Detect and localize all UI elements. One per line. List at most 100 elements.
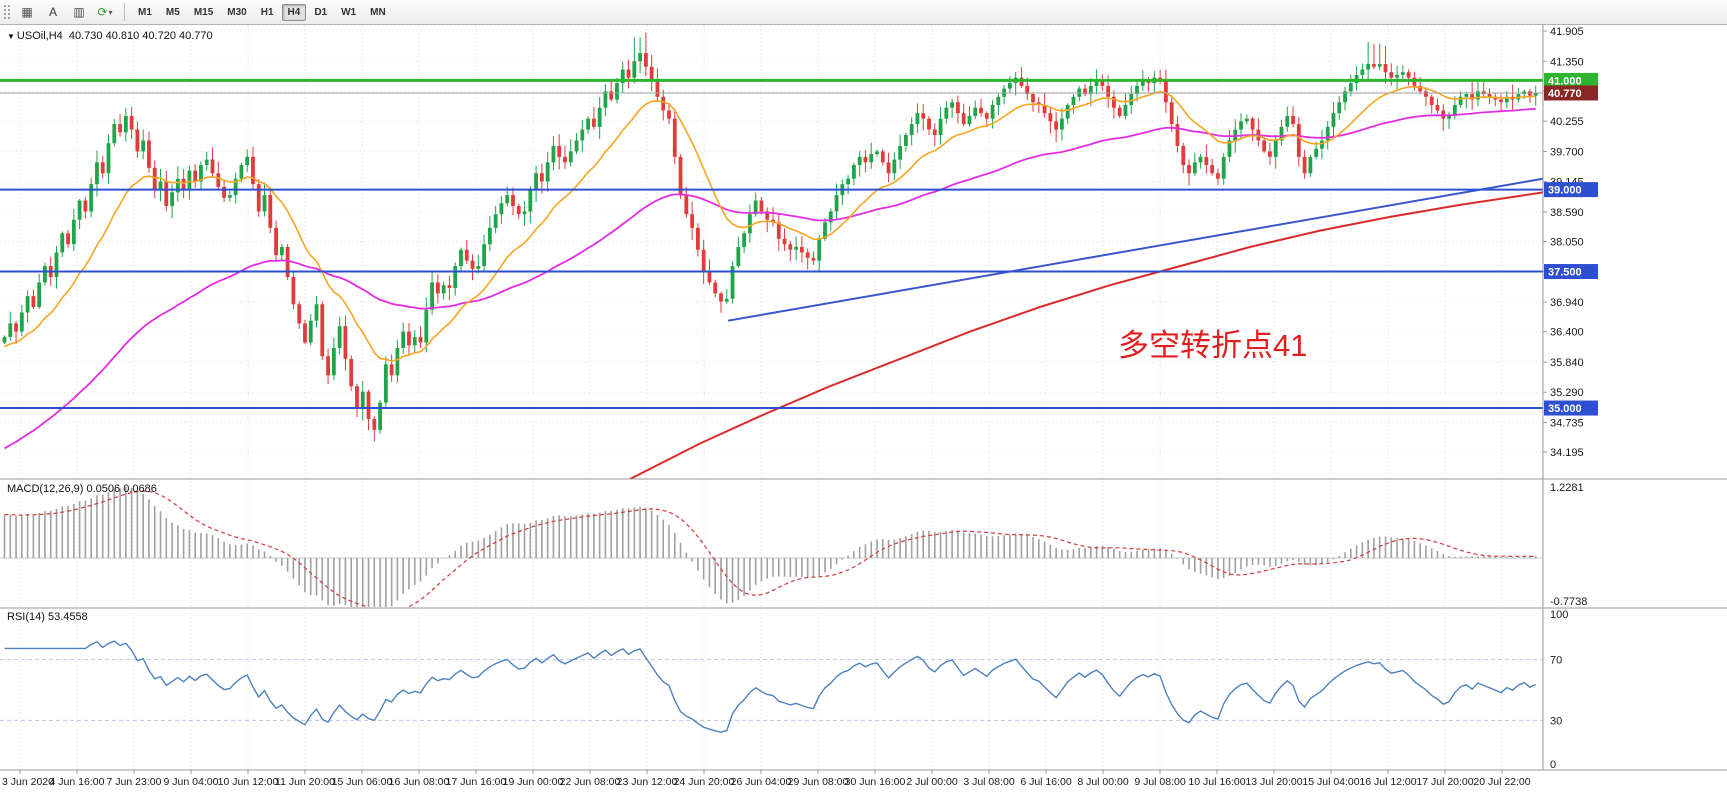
letter-a-icon[interactable]: A [48, 5, 57, 19]
candle-body [776, 222, 781, 239]
timeframe-button-h1[interactable]: H1 [260, 6, 274, 18]
candle-body [239, 165, 244, 179]
candle-body [337, 326, 342, 348]
candle-body [499, 203, 504, 215]
candle-body [389, 364, 394, 376]
candle-body [326, 356, 330, 376]
macd-label: MACD(12,26,9) [7, 483, 84, 495]
toolbar-drag-handle[interactable] [3, 4, 10, 20]
rsi-scale-label: 100 [1550, 609, 1568, 621]
price-badge [1544, 72, 1598, 88]
candle-body [886, 162, 891, 174]
candle-body [233, 178, 238, 196]
grid-icon[interactable]: ▦ [21, 5, 33, 19]
candle-body [655, 80, 660, 97]
candle-body [60, 233, 65, 253]
price-axis-label: 36.940 [1550, 297, 1584, 309]
price-badge-label: 41.000 [1548, 75, 1582, 87]
candle-body [1528, 91, 1532, 96]
candle-body [1406, 72, 1411, 78]
candle-body [227, 195, 232, 198]
candle-body [1279, 126, 1284, 141]
candle-body [927, 118, 931, 130]
refresh-icon[interactable]: ⟳ ▾ [97, 5, 113, 19]
timeframe-button-m5[interactable]: M5 [165, 6, 180, 18]
time-axis-label: 15 Jul 04:00 [1302, 776, 1359, 788]
rsi-line [4, 640, 1536, 733]
candle-body [580, 129, 585, 141]
timeframe-button-m1[interactable]: M1 [138, 6, 152, 18]
candle-body [1169, 102, 1174, 125]
candle-body [799, 246, 804, 253]
candle-body [1123, 104, 1128, 116]
candle-body [1348, 83, 1353, 92]
candle-body [77, 200, 82, 220]
window-icon[interactable]: ▥ [73, 5, 85, 19]
time-axis-area[interactable] [0, 770, 1727, 795]
time-axis-label: 8 Jul 00:00 [1077, 776, 1129, 788]
candle-body [1083, 88, 1087, 95]
rsi-scale-label: 0 [1550, 759, 1556, 771]
price-axis-area[interactable] [1543, 25, 1727, 770]
candle-body [898, 145, 903, 160]
candle-body [1343, 91, 1347, 103]
candle-body [464, 249, 469, 261]
price-axis-label: 38.590 [1550, 207, 1584, 219]
candle-body [1533, 92, 1538, 96]
chart-marker-icon: ▼ [7, 32, 15, 41]
candle-body [1175, 124, 1180, 146]
time-axis-label: 23 Jun 12:00 [617, 776, 678, 788]
candle-body [1418, 85, 1423, 92]
candle-body [187, 170, 192, 190]
candle-body [199, 165, 203, 182]
candle-body [591, 118, 596, 127]
candle-body [1164, 80, 1168, 103]
timeframe-button-w1[interactable]: W1 [341, 6, 357, 18]
candle-body [759, 200, 764, 212]
candle-body [638, 53, 643, 62]
candle-body [366, 391, 371, 419]
time-axis-label: 10 Jul 16:00 [1188, 776, 1245, 788]
chart-canvas[interactable]: 41.90541.35040.80540.25539.70039.14538.5… [0, 25, 1727, 795]
candle-body [320, 304, 325, 357]
timeframe-button-h4[interactable]: H4 [281, 3, 307, 21]
candle-body [921, 113, 926, 119]
candle-body [794, 246, 799, 250]
time-axis-label: 15 Jun 06:00 [332, 776, 393, 788]
timeframe-button-mn[interactable]: MN [370, 6, 386, 18]
candle-body [123, 115, 128, 133]
candle-body [1435, 104, 1440, 111]
candle-body [1106, 85, 1111, 97]
candle-body [713, 282, 718, 294]
macd-signal-line [4, 490, 1536, 607]
candle-body [678, 156, 683, 196]
rsi-label: RSI(14) [7, 611, 45, 623]
candle-body [690, 214, 695, 228]
candle-body [1389, 72, 1394, 78]
price-badge-label: 37.500 [1548, 267, 1582, 279]
candle-body [516, 206, 521, 215]
candle-body [765, 211, 770, 220]
macd-main-value: 0.0506 [86, 483, 121, 495]
timeframe-button-m15[interactable]: M15 [193, 6, 214, 18]
candle-body [256, 184, 261, 212]
candle-body [37, 282, 42, 308]
candle-body [2, 337, 7, 343]
candle-body [1464, 94, 1469, 97]
time-axis-label: 11 Jun 20:00 [275, 776, 335, 788]
timeframe-button-d1[interactable]: D1 [314, 6, 328, 18]
time-axis-label: 30 Jun 16:00 [845, 776, 906, 788]
candle-body [1140, 80, 1145, 86]
candle-body [1187, 165, 1191, 174]
time-axis-label: 24 Jun 20:00 [674, 776, 735, 788]
candle-body [245, 156, 250, 166]
toolbar-separator [124, 3, 125, 21]
candle-body [1088, 85, 1093, 95]
candle-body [892, 159, 897, 174]
candle-body [1250, 118, 1255, 130]
trendline[interactable] [727, 177, 1543, 322]
candle-body [447, 285, 452, 288]
price-axis-label: 41.350 [1550, 56, 1584, 68]
timeframe-button-m30[interactable]: M30 [227, 6, 247, 18]
candle-body [1117, 107, 1122, 116]
